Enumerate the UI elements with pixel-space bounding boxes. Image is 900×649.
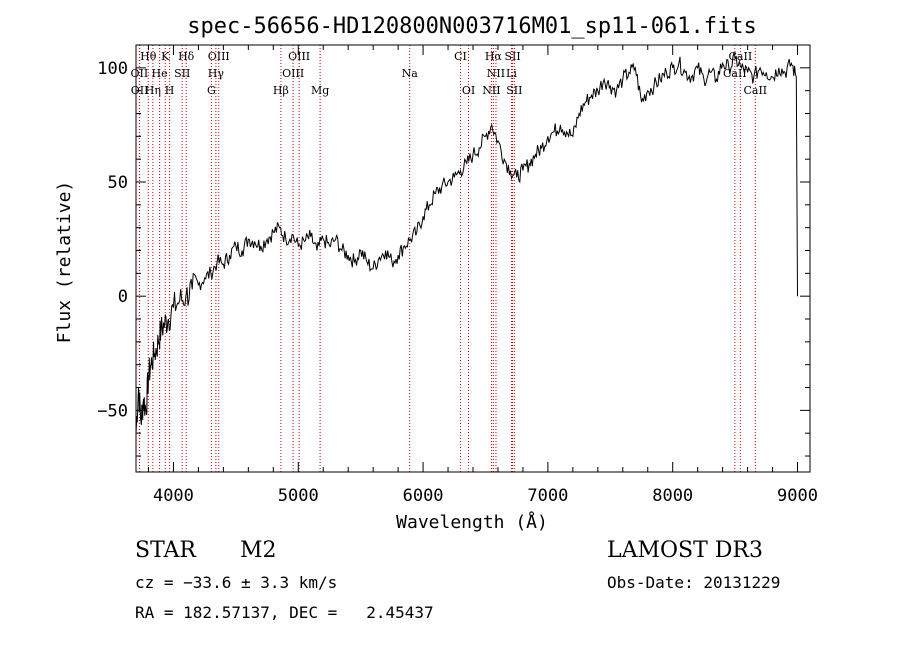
y-tick-label: −50 bbox=[97, 401, 128, 421]
line-label: OIII bbox=[208, 50, 230, 63]
observation-date: Obs-Date: 20131229 bbox=[607, 573, 781, 592]
line-label: He bbox=[152, 67, 168, 80]
redshift-cz: cz = −33.6 ± 3.3 km/s bbox=[135, 573, 338, 592]
x-axis: 4000 5000 6000 7000 8000 9000 bbox=[147, 45, 818, 506]
y-tick-label: 0 bbox=[118, 287, 128, 307]
line-label: Hβ bbox=[273, 84, 289, 97]
line-label: SII bbox=[504, 50, 520, 63]
line-label: NII bbox=[487, 67, 505, 80]
line-label: SII bbox=[506, 84, 522, 97]
x-tick-label: 7000 bbox=[527, 486, 568, 506]
line-label: SII bbox=[174, 67, 190, 80]
line-label: OII bbox=[131, 67, 149, 80]
spectrum-line bbox=[135, 52, 798, 434]
line-label: Hδ bbox=[178, 50, 195, 63]
object-class: STAR bbox=[135, 538, 196, 563]
line-label: G bbox=[207, 84, 216, 97]
y-tick-label: 100 bbox=[97, 59, 128, 79]
line-label: Hα bbox=[485, 50, 503, 63]
line-label: Hγ bbox=[208, 67, 225, 80]
line-label: Hη bbox=[145, 84, 161, 97]
x-tick-label: 6000 bbox=[403, 486, 444, 506]
object-subclass: M2 bbox=[240, 538, 277, 563]
y-tick-label: 50 bbox=[108, 173, 128, 193]
y-axis: −50 0 50 100 bbox=[97, 44, 810, 457]
line-label: Hθ bbox=[140, 50, 157, 63]
x-tick-label: 9000 bbox=[777, 486, 818, 506]
line-label: Li bbox=[506, 67, 517, 80]
plot-frame bbox=[135, 44, 811, 473]
line-label: OIII bbox=[288, 50, 310, 63]
x-tick-label: 4000 bbox=[153, 486, 194, 506]
line-label: Na bbox=[402, 67, 419, 80]
x-tick-label: 8000 bbox=[652, 486, 693, 506]
x-tick-label: 5000 bbox=[278, 486, 319, 506]
y-axis-label: Flux (relative) bbox=[54, 181, 75, 344]
line-label: Mg bbox=[311, 84, 329, 97]
survey-name: LAMOST DR3 bbox=[607, 538, 763, 563]
line-label: CaII bbox=[743, 84, 767, 97]
line-label: OIII bbox=[282, 67, 304, 80]
line-label: K bbox=[161, 50, 170, 63]
line-label: OI bbox=[462, 84, 475, 97]
chart-title: spec-56656-HD120800N003716M01_sp11-061.f… bbox=[187, 14, 757, 39]
x-axis-label: Wavelength (Å) bbox=[396, 511, 548, 533]
line-label: CI bbox=[454, 50, 467, 63]
line-label: NII bbox=[482, 84, 500, 97]
line-label: H bbox=[165, 84, 175, 97]
coordinates: RA = 182.57137, DEC = 2.45437 bbox=[135, 603, 434, 622]
